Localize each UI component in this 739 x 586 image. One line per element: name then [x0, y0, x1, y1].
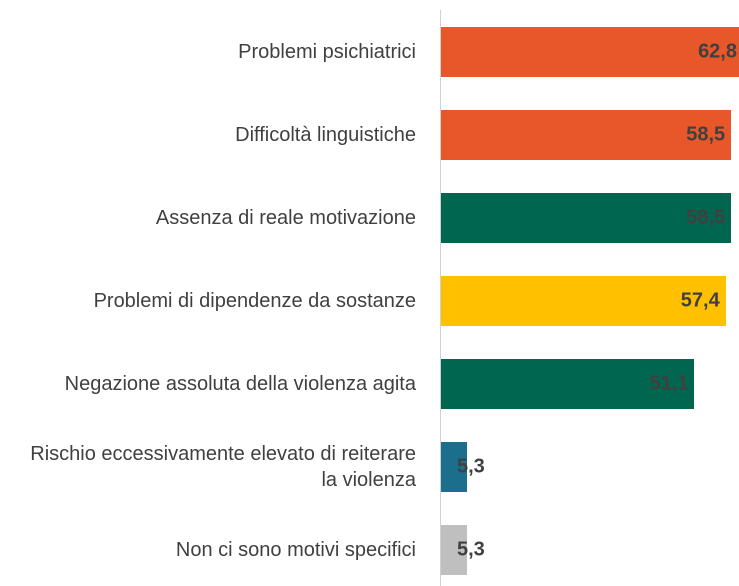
bar — [441, 276, 726, 326]
bar — [441, 27, 739, 77]
category-label: Difficoltà linguistiche — [235, 124, 416, 146]
bar — [441, 442, 468, 492]
category-label: Assenza di reale motivazione — [155, 207, 416, 229]
category-label: Problemi di dipendenze da sostanze — [93, 290, 416, 312]
axis-line — [440, 10, 441, 586]
category-label: Rischio eccessivamente elevato di reiter… — [30, 443, 416, 491]
bar — [441, 193, 732, 243]
category-label: Non ci sono motivi specifici — [175, 539, 416, 561]
bar — [441, 525, 468, 575]
category-label: Problemi psichiatrici — [238, 41, 416, 63]
value-label: 58,5 — [686, 206, 726, 229]
value-label: 62,8 — [698, 40, 737, 63]
bar — [441, 110, 732, 160]
value-label: 5,3 — [457, 538, 485, 561]
category-label: Negazione assoluta della violenza agita — [64, 373, 416, 395]
value-label: 51,1 — [649, 372, 689, 395]
value-label: 58,5 — [686, 123, 726, 146]
value-label: 57,4 — [680, 289, 720, 312]
value-label: 5,3 — [457, 455, 485, 478]
bar — [441, 359, 695, 409]
